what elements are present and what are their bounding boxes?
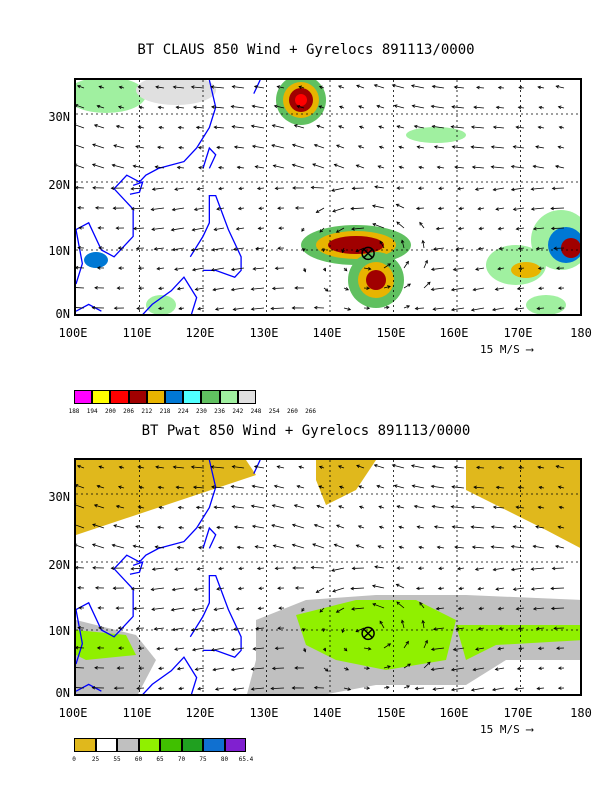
colorbar-swatch: [165, 390, 184, 404]
colorbar-swatch: [74, 390, 93, 404]
gyre-marker-icon: [361, 246, 375, 261]
colorbar-swatch: [128, 390, 147, 404]
lat-label: 20N: [48, 178, 70, 192]
colorbar-label: 242: [232, 408, 244, 415]
lon-label: 150E: [376, 326, 406, 340]
colorbar-label: 212: [141, 408, 153, 415]
colorbar-swatch: [219, 390, 238, 404]
wind-vectors: [76, 83, 565, 312]
colorbar-swatch: [117, 738, 139, 752]
colorbar-swatch: [224, 738, 246, 752]
colorbar-label: 200: [104, 408, 116, 415]
pwat-fills: [76, 460, 580, 694]
lat-label: 30N: [48, 110, 70, 124]
colorbar-label: 65: [156, 756, 164, 763]
colorbar-label: 206: [123, 408, 135, 415]
colorbar-label: 80: [220, 756, 229, 763]
lat-label: 30N: [48, 490, 70, 504]
lat-label: 0N: [55, 686, 70, 700]
colorbar-label: 236: [214, 408, 226, 415]
coastline: [76, 80, 261, 314]
colorbar-label: 248: [250, 408, 262, 415]
lon-label: 140E: [312, 706, 342, 720]
colorbar-swatch: [95, 738, 117, 752]
panel1-title: BT CLAUS 850 Wind + Gyrelocs 891113/0000: [137, 42, 475, 58]
colorbar-label: 194: [86, 408, 98, 415]
colorbar-label: 224: [177, 408, 189, 415]
colorbar-swatch: [237, 390, 256, 404]
colorbar-swatch: [183, 390, 202, 404]
lat-label: 0N: [55, 307, 70, 321]
ref-vector-label: 15 M/S ⟶: [480, 723, 533, 736]
lon-label: 140E: [312, 326, 342, 340]
map-pwat: [74, 458, 582, 696]
colorbar-swatch: [181, 738, 203, 752]
lon-label: 100E: [58, 326, 88, 340]
colorbar-label: 55: [113, 756, 121, 763]
colorbar-swatch: [201, 390, 220, 404]
lon-label: 100E: [58, 706, 88, 720]
lon-label: 150E: [376, 706, 406, 720]
lon-label: 110E: [122, 326, 152, 340]
colorbar-label: 75: [199, 756, 207, 763]
lon-label: 160E: [439, 326, 469, 340]
lon-label: 120E: [185, 706, 215, 720]
lon-label: 110E: [122, 706, 152, 720]
ref-vector-label: 15 M/S ⟶: [480, 343, 533, 356]
colorbar-label: 266: [305, 408, 317, 415]
wind-vectors: [76, 463, 565, 692]
lon-label: 130E: [249, 706, 279, 720]
lon-label: 170E: [503, 326, 533, 340]
map-claus: [74, 78, 582, 316]
colorbar-swatch: [92, 390, 111, 404]
lon-label: 180: [570, 706, 592, 720]
colorbar-swatch: [74, 738, 96, 752]
lon-label: 180: [570, 326, 592, 340]
cloud-fills: [76, 80, 580, 314]
gyre-marker-icon: [361, 626, 375, 641]
colorbar-label: 70: [177, 756, 186, 763]
colorbar-label: 188: [68, 408, 80, 415]
colorbar-label: 0: [72, 756, 76, 763]
colorbar-label: 254: [268, 408, 280, 415]
colorbar-label: 218: [159, 408, 171, 415]
lon-label: 120E: [185, 326, 215, 340]
colorbar-swatch: [138, 738, 160, 752]
colorbar-label: 60: [134, 756, 143, 763]
lon-label: 130E: [249, 326, 279, 340]
colorbar-swatch: [203, 738, 225, 752]
colorbar-swatch: [146, 390, 165, 404]
colorbar-swatch: [160, 738, 182, 752]
colorbar-label: 65.4: [238, 756, 254, 763]
lon-label: 160E: [439, 706, 469, 720]
colorbar-label: 230: [195, 408, 207, 415]
lat-label: 20N: [48, 558, 70, 572]
coastline: [76, 460, 261, 694]
lat-label: 10N: [48, 624, 70, 638]
colorbar-label: 260: [286, 408, 298, 415]
lat-label: 10N: [48, 244, 70, 258]
map-pwat-svg: [76, 460, 580, 694]
lon-label: 170E: [503, 706, 533, 720]
panel2-title: BT Pwat 850 Wind + Gyrelocs 891113/0000: [141, 423, 471, 439]
colorbar-label: 25: [91, 756, 100, 763]
map-claus-svg: [76, 80, 580, 314]
colorbar-swatch: [110, 390, 129, 404]
